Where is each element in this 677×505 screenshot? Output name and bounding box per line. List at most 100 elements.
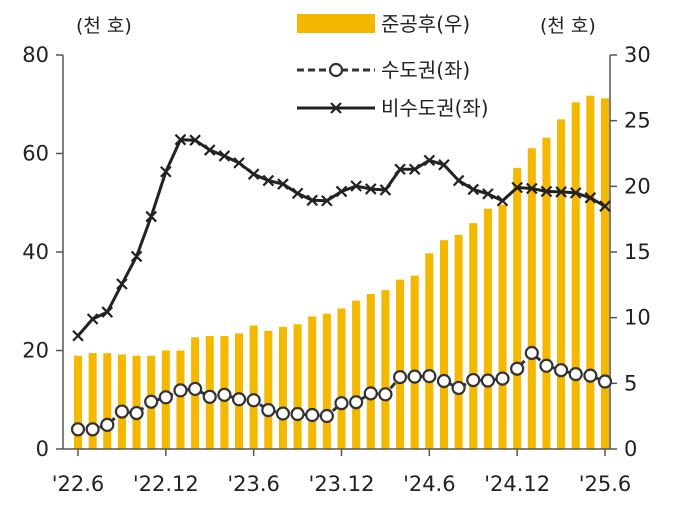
non-metro-x-b-4 [130,250,143,263]
x-tick-label-2: '23.6 [227,472,280,496]
right-tick-label-0: 0 [624,437,637,461]
legend-swatch-metro-marker [328,62,344,78]
bar-14 [278,326,287,449]
non-metro-point-10 [218,150,231,162]
non-metro-point-16 [306,194,319,207]
bar-23 [410,275,419,449]
non-metro-x-b-9 [203,144,216,156]
non-metro-point-7 [174,133,187,146]
x-tick-label-6: '25.6 [579,472,632,496]
metro-point-32 [539,358,554,373]
non-metro-x-b-1 [86,313,99,325]
bar-series-completed [73,95,610,450]
metro-point-28 [480,373,495,388]
bar-13 [264,330,273,449]
non-metro-point-28 [482,188,494,200]
metro-point-21 [378,387,393,402]
non-metro-point-17 [321,195,333,207]
non-metro-line [76,138,606,337]
metro-point-34 [568,367,583,382]
non-metro-point-20 [364,183,377,195]
non-metro-point-1 [86,313,99,325]
non-metro-point-14 [277,178,289,190]
non-metro-point-12 [247,168,260,180]
non-metro-point-30 [511,181,523,194]
bar-22 [396,279,405,449]
metro-point-11 [231,392,247,407]
non-metro-x-b-36 [599,200,611,212]
bar-19 [352,300,361,449]
non-metro-x-b-19 [350,180,362,192]
bar-4 [132,355,141,449]
legend: 준공후(우) 수도권(좌) 비수도권(좌) [297,12,489,120]
metro-point-31 [524,345,539,361]
non-metro-x-b-10 [218,150,231,162]
bar-1 [88,353,97,449]
bar-33 [557,119,566,449]
legend-label-non-metro: 비수도권(좌) [381,96,489,120]
non-metro-point-35 [584,192,597,204]
non-metro-x-b-25 [438,159,450,171]
non-metro-x-b-18 [335,185,348,198]
non-metro-x-b-33 [555,186,567,198]
metro-point-12 [246,393,261,408]
non-metro-point-13 [262,174,275,187]
metro-point-30 [510,361,525,376]
non-metro-x-b-29 [496,195,509,207]
non-metro-point-5 [145,210,157,223]
right-tick-label-25: 25 [624,109,651,133]
bar-30 [513,167,522,450]
x-tick-label-0: '22.6 [52,472,105,496]
non-metro-point-36 [599,200,611,212]
legend-label-metro: 수도권(좌) [381,58,470,82]
x-tick-label-1: '22.12 [133,472,199,496]
bar-2 [103,353,112,449]
non-metro-point-3 [116,278,128,290]
non-metro-point-6 [160,165,172,178]
bar-35 [586,95,595,450]
x-tick-label-4: '24.6 [403,472,456,496]
metro-point-23 [407,369,422,384]
non-metro-point-2 [101,306,114,318]
right-tick-label-5: 5 [624,371,637,395]
bar-21 [381,290,390,449]
bar-32 [542,137,551,450]
metro-point-6 [158,390,173,405]
right-tick-label-30: 30 [624,43,651,67]
non-metro-point-25 [438,159,450,171]
bar-16 [308,316,317,449]
axes: 0 20 40 60 80 0 5 10 15 20 25 30 '22.6 '22.12 '23.6 '23… [22,43,650,496]
non-metro-x-b-30 [511,181,523,194]
bar-15 [293,324,302,449]
non-metro-x-b-20 [364,183,377,195]
bar-7 [176,350,185,449]
non-metro-x-b-8 [189,134,201,146]
metro-point-14 [275,406,291,421]
non-metro-point-9 [203,144,216,156]
non-metro-point-0 [72,329,84,342]
non-metro-x-b-6 [160,165,172,178]
non-metro-point-21 [379,184,392,196]
non-metro-point-18 [335,185,348,198]
metro-point-29 [495,371,510,386]
non-metro-x-b-14 [277,178,289,190]
non-metro-point-15 [291,187,304,200]
metro-point-0 [70,422,86,437]
non-metro-point-11 [233,157,245,169]
left-tick-label-0: 0 [36,437,49,461]
non-metro-x-b-35 [584,192,597,204]
non-metro-x-b-7 [174,133,187,146]
x-tick-label-3: '23.12 [309,472,375,496]
left-tick-label-20: 20 [22,339,49,363]
metro-point-2 [100,417,115,432]
bar-0 [73,355,83,449]
non-metro-x-b-21 [379,184,392,196]
legend-label-completed: 준공후(우) [381,12,470,36]
right-tick-label-20: 20 [624,174,651,198]
non-metro-point-23 [408,163,421,176]
metro-point-25 [436,373,452,389]
non-metro-x-b-11 [233,157,245,169]
non-metro-point-4 [130,250,143,263]
bar-28 [483,208,492,449]
bar-12 [249,325,258,449]
